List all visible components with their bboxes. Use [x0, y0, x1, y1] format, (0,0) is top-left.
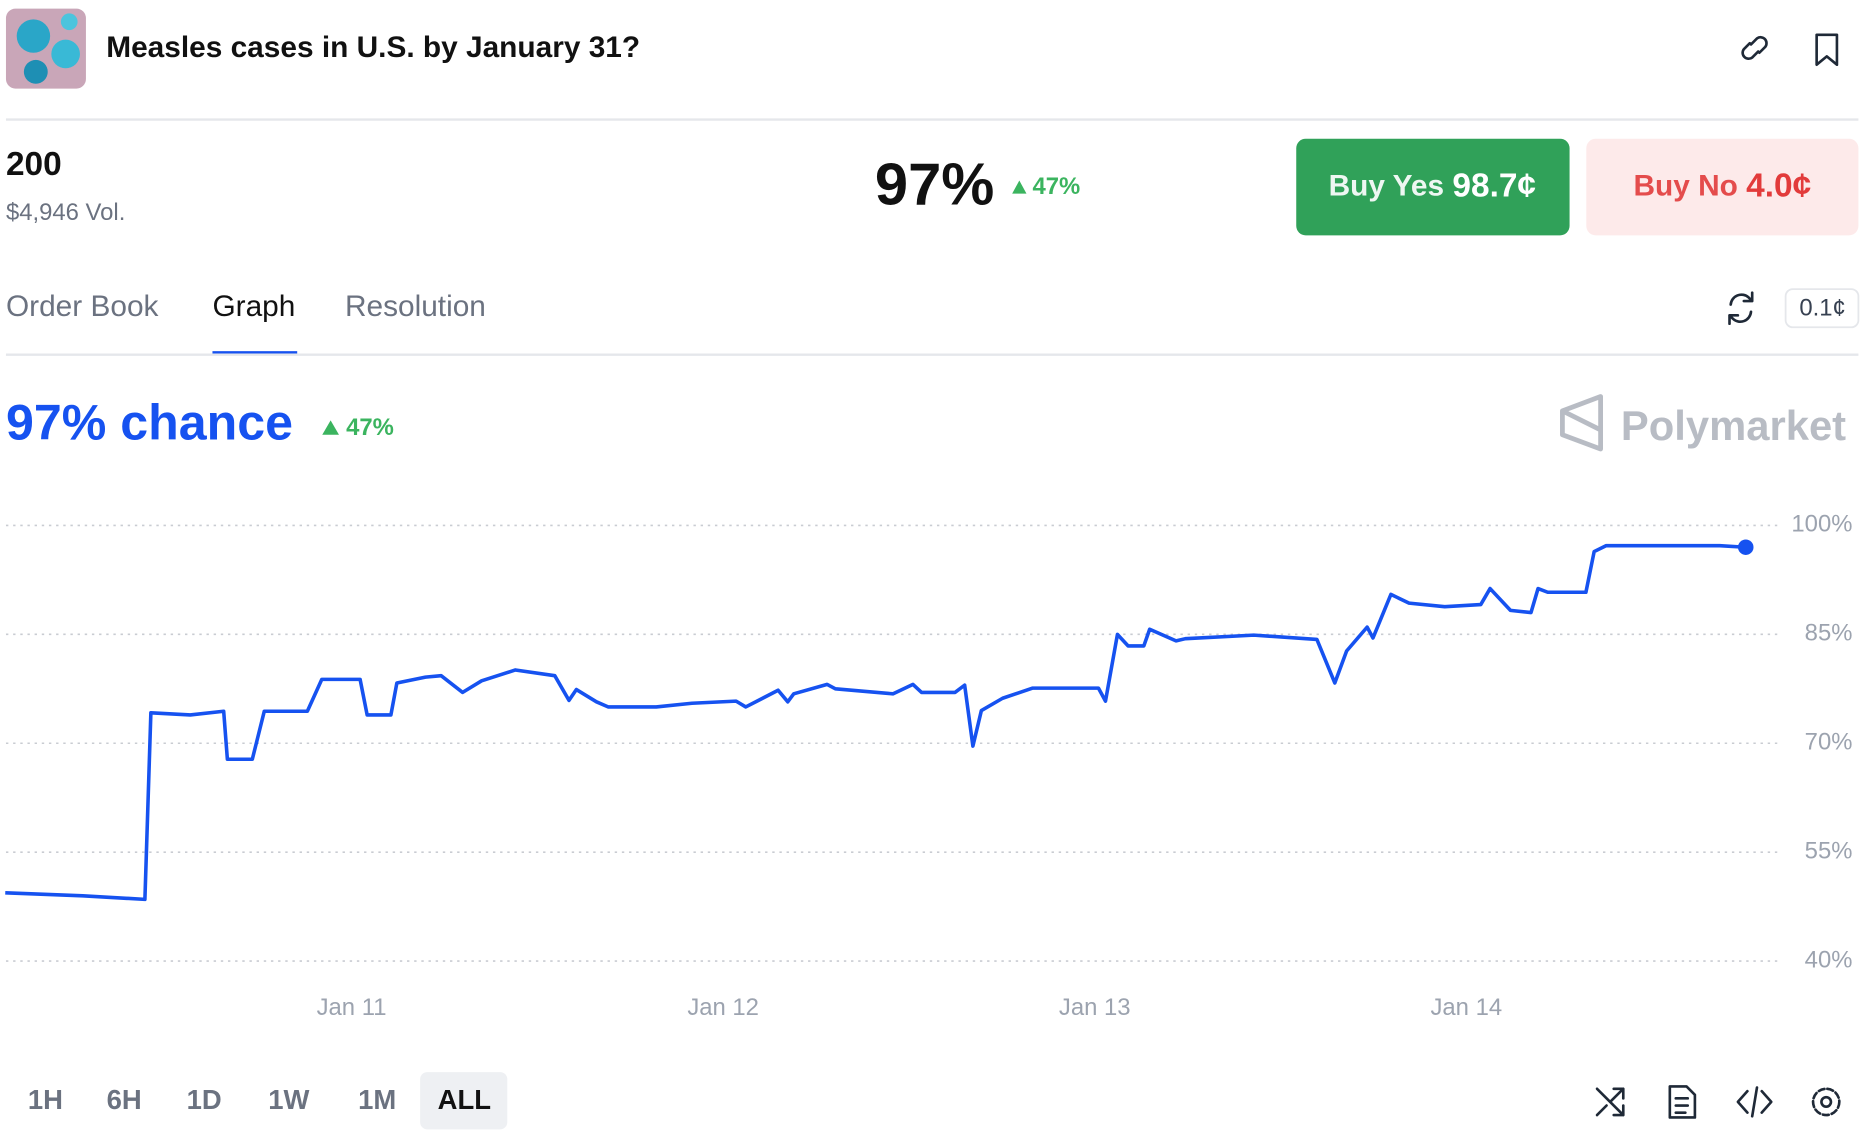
y-tick-label: 40% [1805, 946, 1853, 973]
chart-title: 97% chance [6, 395, 293, 451]
price-line [5, 543, 1746, 902]
brand-logo [1560, 394, 1603, 452]
tab[interactable]: Resolution [345, 290, 486, 323]
buy-yes-label[interactable]: Buy Yes [1329, 170, 1445, 203]
embed-button[interactable] [1736, 1086, 1773, 1118]
shuffle-button[interactable] [1595, 1087, 1625, 1117]
time-ranges: 1H 6H 1D 1W 1M ALL [28, 1084, 491, 1115]
y-tick-label: 100% [1791, 511, 1852, 538]
svg-text:Buy No 4.0¢: Buy No 4.0¢ [1633, 167, 1811, 204]
plot: 100% 85% 70% 55% 40% Jan 11 Jan 12 Jan 13 Jan 14 [5, 511, 1852, 1021]
copy-link-button[interactable] [1741, 35, 1768, 61]
brand: Polymarket [1621, 402, 1846, 449]
volume: $4,946 Vol. [6, 199, 125, 226]
x-tick-label: Jan 11 [317, 994, 387, 1021]
tab-active[interactable]: Graph [212, 290, 295, 323]
buy-no-button[interactable]: Buy No 4.0¢ [1586, 138, 1859, 236]
up-arrow [322, 420, 339, 435]
document-button[interactable] [1668, 1085, 1697, 1119]
x-tick-label: Jan 13 [1059, 994, 1131, 1021]
x-tick-label: Jan 14 [1430, 994, 1502, 1021]
time-range-button[interactable]: 1W [268, 1084, 309, 1115]
settings-button[interactable] [1811, 1087, 1841, 1117]
y-tick-label: 85% [1805, 620, 1853, 647]
time-range-button[interactable]: 1D [187, 1084, 222, 1115]
current-point [1737, 539, 1754, 555]
buy-no-label[interactable]: Buy No [1633, 170, 1737, 203]
tab[interactable]: Order Book [6, 290, 159, 323]
probability-change: 47% [1032, 173, 1080, 200]
active-range-bg [420, 1072, 508, 1130]
tick-size[interactable]: 0.1¢ [1799, 295, 1845, 322]
time-range-button[interactable]: ALL [438, 1084, 491, 1115]
up-arrow [1012, 180, 1027, 194]
svg-text:Buy Yes 98.7¢: Buy Yes 98.7¢ [1329, 167, 1536, 204]
time-range-button[interactable]: 1H [28, 1084, 63, 1115]
x-tick-label: Jan 12 [687, 994, 759, 1021]
probability: 97% [875, 151, 994, 218]
y-tick-label: 70% [1805, 729, 1853, 756]
outcome-label: 200 [6, 146, 62, 183]
buy-no-price[interactable]: 4.0¢ [1746, 167, 1811, 204]
time-range-button[interactable]: 1M [358, 1084, 396, 1115]
bookmark-button[interactable] [1815, 33, 1839, 67]
time-range-button[interactable]: 6H [107, 1084, 142, 1115]
tick-size-button[interactable]: 0.1¢ [1784, 288, 1860, 329]
buy-yes-button[interactable]: Buy Yes 98.7¢ [1296, 138, 1570, 236]
chart-change: 47% [346, 414, 394, 441]
market-title: Measles cases in U.S. by January 31? [106, 31, 640, 64]
active-tab-indicator [212, 351, 298, 355]
market-thumbnail [5, 8, 86, 89]
y-tick-label: 55% [1805, 837, 1853, 864]
refresh-button[interactable] [1728, 291, 1754, 326]
buy-yes-price[interactable]: 98.7¢ [1452, 167, 1536, 204]
